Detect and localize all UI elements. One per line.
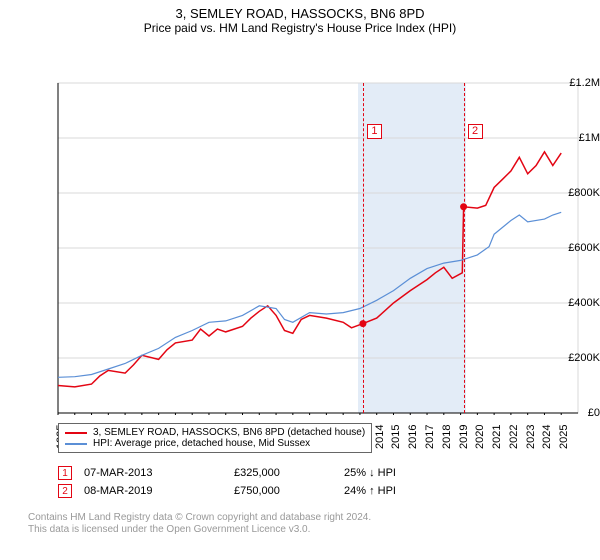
x-axis-label: 2014 <box>374 425 386 449</box>
transaction-row: 1 07-MAR-2013£325,00025% ↓ HPI <box>58 464 464 482</box>
chart-subtitle: Price paid vs. HM Land Registry's House … <box>0 21 600 35</box>
transactions-table: 1 07-MAR-2013£325,00025% ↓ HPI 2 08-MAR-201… <box>58 464 464 500</box>
x-axis-label: 2023 <box>525 425 537 449</box>
x-axis-label: 2020 <box>474 425 486 449</box>
transaction-date: 07-MAR-2013 <box>84 467 234 479</box>
footer-line: Contains HM Land Registry data © Crown c… <box>28 512 371 524</box>
legend-item: HPI: Average price, detached house, Mid … <box>65 438 365 449</box>
y-axis-label: £1.2M <box>548 77 600 89</box>
legend-item: 3, SEMLEY ROAD, HASSOCKS, BN6 8PD (detac… <box>65 427 365 438</box>
sale-marker-line <box>363 83 364 413</box>
transaction-hpi-delta: 24% ↑ HPI <box>344 485 464 497</box>
x-axis-label: 2021 <box>491 425 503 449</box>
sale-marker-badge: 2 <box>468 124 483 139</box>
y-axis-label: £800K <box>548 187 600 199</box>
transaction-price: £325,000 <box>234 467 344 479</box>
transaction-marker: 2 <box>58 484 72 498</box>
y-axis-label: £0 <box>548 407 600 419</box>
price-paid-line <box>58 152 561 387</box>
y-axis-label: £400K <box>548 297 600 309</box>
legend-swatch <box>65 443 87 445</box>
x-axis-label: 2018 <box>441 425 453 449</box>
legend-label: 3, SEMLEY ROAD, HASSOCKS, BN6 8PD (detac… <box>93 427 365 438</box>
x-axis-label: 2025 <box>558 425 570 449</box>
legend-label: HPI: Average price, detached house, Mid … <box>93 438 310 449</box>
transaction-date: 08-MAR-2019 <box>84 485 234 497</box>
x-axis-label: 2016 <box>407 425 419 449</box>
chart-subtitle-text: Price paid vs. HM Land Registry's House … <box>144 21 456 35</box>
transaction-row: 2 08-MAR-2019£750,00024% ↑ HPI <box>58 482 464 500</box>
chart-legend: 3, SEMLEY ROAD, HASSOCKS, BN6 8PD (detac… <box>58 423 372 453</box>
x-axis-label: 2019 <box>458 425 470 449</box>
transaction-marker: 1 <box>58 466 72 480</box>
transaction-hpi-delta: 25% ↓ HPI <box>344 467 464 479</box>
sale-marker-badge: 1 <box>367 124 382 139</box>
sale-marker-line <box>464 83 465 413</box>
y-axis-label: £600K <box>548 242 600 254</box>
transaction-price: £750,000 <box>234 485 344 497</box>
footer-line: This data is licensed under the Open Gov… <box>28 524 371 536</box>
x-axis-label: 2015 <box>390 425 402 449</box>
chart-title-text: 3, SEMLEY ROAD, HASSOCKS, BN6 8PD <box>175 6 424 21</box>
hpi-line <box>58 212 561 377</box>
y-axis-label: £200K <box>548 352 600 364</box>
x-axis-label: 2017 <box>424 425 436 449</box>
x-axis-label: 2022 <box>508 425 520 449</box>
legend-swatch <box>65 432 87 434</box>
chart-title: 3, SEMLEY ROAD, HASSOCKS, BN6 8PD <box>0 0 600 21</box>
attribution-footer: Contains HM Land Registry data © Crown c… <box>28 512 371 536</box>
x-axis-label: 2024 <box>541 425 553 449</box>
y-axis-label: £1M <box>548 132 600 144</box>
